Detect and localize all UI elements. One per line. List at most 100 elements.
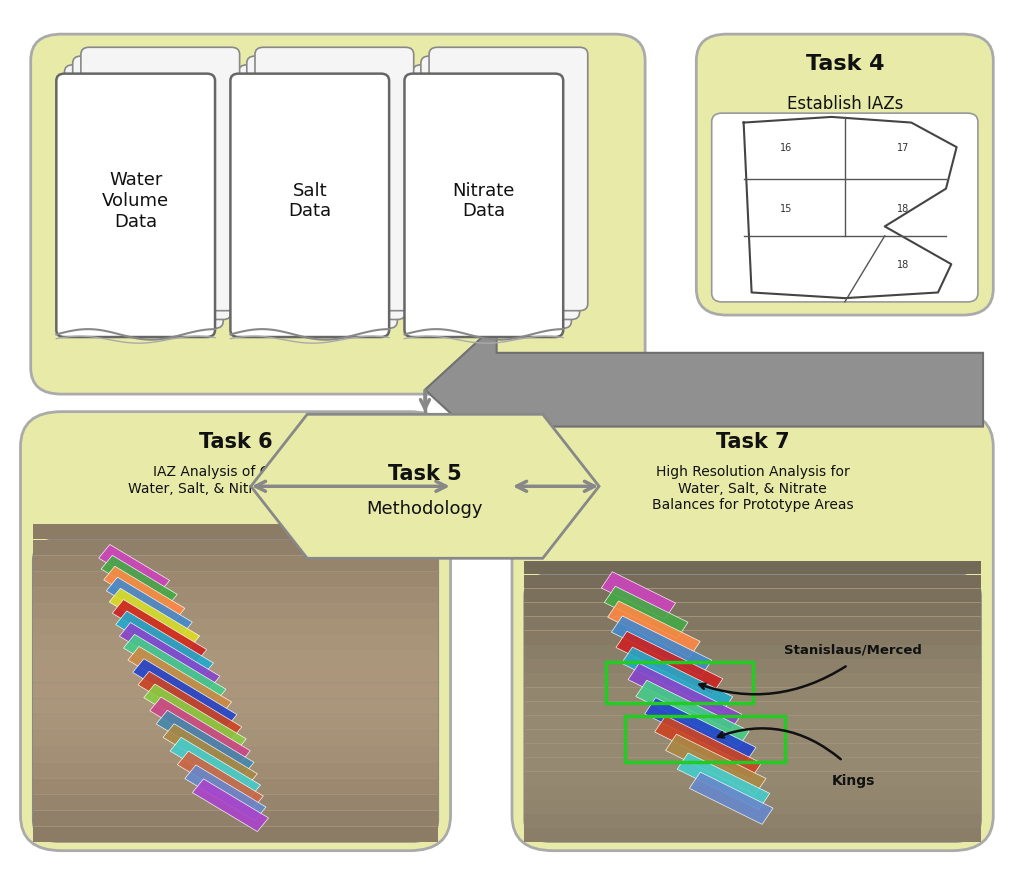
Bar — [33, 763, 438, 778]
Polygon shape — [689, 773, 773, 824]
Bar — [524, 702, 981, 716]
Text: Task 6: Task 6 — [199, 431, 272, 452]
Text: 18: 18 — [897, 203, 909, 213]
FancyBboxPatch shape — [524, 574, 981, 842]
FancyBboxPatch shape — [73, 57, 231, 320]
Text: Stanislaus/Merced: Stanislaus/Merced — [784, 643, 922, 656]
FancyBboxPatch shape — [696, 35, 993, 316]
Polygon shape — [124, 635, 226, 703]
Text: Salt
Data: Salt Data — [288, 182, 332, 220]
Bar — [524, 730, 981, 744]
Bar — [33, 540, 438, 555]
Text: Task 3: Task 3 — [294, 57, 382, 81]
Polygon shape — [103, 567, 185, 623]
Polygon shape — [106, 578, 193, 636]
Polygon shape — [184, 765, 266, 821]
Text: Methodology: Methodology — [367, 500, 483, 517]
FancyBboxPatch shape — [65, 66, 223, 329]
Bar — [33, 556, 438, 571]
Polygon shape — [677, 753, 770, 809]
Text: Task 5: Task 5 — [388, 464, 462, 483]
FancyBboxPatch shape — [255, 48, 414, 311]
Text: 16: 16 — [780, 143, 793, 153]
Polygon shape — [622, 647, 733, 713]
Bar — [33, 747, 438, 762]
FancyBboxPatch shape — [20, 412, 451, 851]
Polygon shape — [138, 672, 242, 741]
Polygon shape — [611, 617, 712, 677]
Bar — [33, 636, 438, 651]
Polygon shape — [110, 588, 200, 650]
FancyBboxPatch shape — [239, 66, 397, 329]
Polygon shape — [120, 623, 220, 690]
Polygon shape — [193, 779, 268, 831]
Polygon shape — [98, 545, 170, 595]
Bar — [524, 660, 981, 673]
Polygon shape — [177, 752, 263, 809]
Text: Water
Volume
Data: Water Volume Data — [102, 171, 169, 231]
Bar — [524, 631, 981, 645]
FancyBboxPatch shape — [247, 57, 406, 320]
Bar — [33, 572, 438, 587]
Polygon shape — [251, 415, 599, 559]
Bar — [606, 663, 753, 702]
Bar — [524, 744, 981, 758]
FancyBboxPatch shape — [404, 75, 563, 338]
Bar — [33, 699, 438, 715]
Bar — [33, 795, 438, 810]
Bar — [33, 667, 438, 682]
Text: Establish IAZs: Establish IAZs — [786, 95, 903, 113]
FancyBboxPatch shape — [512, 412, 993, 851]
Bar — [524, 575, 981, 588]
Polygon shape — [601, 572, 676, 619]
FancyBboxPatch shape — [33, 539, 438, 842]
Bar — [524, 561, 981, 574]
Bar — [33, 779, 438, 795]
Polygon shape — [616, 631, 723, 695]
Bar — [524, 674, 981, 687]
Text: Task 7: Task 7 — [716, 431, 790, 452]
Bar — [33, 683, 438, 699]
FancyBboxPatch shape — [81, 48, 240, 311]
Bar — [524, 773, 981, 786]
Bar — [625, 717, 784, 761]
FancyBboxPatch shape — [230, 75, 389, 338]
Bar — [524, 758, 981, 772]
Text: 17: 17 — [897, 143, 909, 153]
Text: High Resolution Analysis for
Water, Salt, & Nitrate
Balances for Prototype Areas: High Resolution Analysis for Water, Salt… — [652, 465, 853, 511]
Polygon shape — [170, 738, 260, 799]
Polygon shape — [425, 324, 983, 456]
Bar — [524, 801, 981, 814]
Polygon shape — [157, 710, 254, 776]
Polygon shape — [607, 602, 700, 658]
Polygon shape — [113, 600, 207, 663]
Bar — [524, 603, 981, 617]
Bar — [33, 588, 438, 603]
FancyBboxPatch shape — [712, 114, 978, 303]
Polygon shape — [150, 697, 250, 765]
Text: Task 4: Task 4 — [806, 54, 884, 75]
Polygon shape — [654, 716, 762, 780]
Polygon shape — [604, 587, 688, 638]
Bar — [524, 589, 981, 602]
Bar — [33, 811, 438, 826]
Bar — [524, 787, 981, 800]
Polygon shape — [143, 684, 246, 752]
Bar — [33, 620, 438, 635]
Polygon shape — [163, 724, 257, 788]
Bar — [524, 688, 981, 701]
Polygon shape — [116, 611, 213, 677]
Bar — [524, 645, 981, 659]
Polygon shape — [101, 556, 177, 609]
Text: 18: 18 — [897, 260, 909, 270]
Polygon shape — [666, 734, 766, 795]
Text: IAZ Analysis of CV Floor
Water, Salt, & Nitrate Balances: IAZ Analysis of CV Floor Water, Salt, & … — [128, 465, 343, 495]
Polygon shape — [628, 664, 741, 731]
Bar — [33, 524, 438, 539]
Polygon shape — [636, 681, 750, 747]
Bar — [33, 716, 438, 731]
Bar — [33, 731, 438, 746]
Text: Nitrate
Data: Nitrate Data — [453, 182, 515, 220]
Bar — [524, 617, 981, 631]
Polygon shape — [645, 698, 756, 764]
